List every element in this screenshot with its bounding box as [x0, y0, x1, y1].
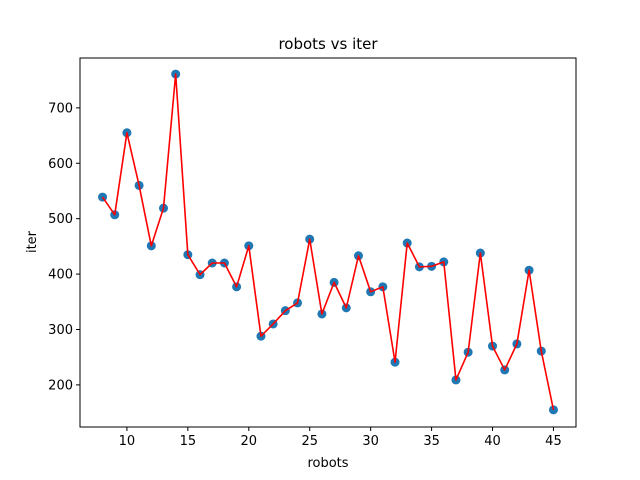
plot-area: [98, 69, 558, 415]
y-tick-label: 300: [48, 323, 73, 338]
x-tick-label: 20: [241, 434, 258, 449]
y-tick-label: 200: [48, 378, 73, 393]
x-tick-label: 15: [180, 434, 197, 449]
y-axis-label: iter: [25, 230, 40, 253]
chart-title: robots vs iter: [278, 35, 378, 53]
x-tick-label: 10: [119, 434, 136, 449]
data-point: [98, 192, 108, 202]
y-axis: 200 300 400 500 600 700: [48, 101, 80, 393]
x-tick-label: 40: [484, 434, 501, 449]
x-tick-label: 45: [545, 434, 562, 449]
x-tick-label: 35: [423, 434, 440, 449]
axes-frame: [79, 57, 577, 428]
y-tick-label: 600: [48, 157, 73, 172]
x-tick-label: 30: [362, 434, 379, 449]
series-line: [101, 73, 555, 410]
data-point: [548, 405, 558, 415]
y-tick-label: 700: [48, 101, 73, 116]
y-tick-label: 400: [48, 268, 73, 283]
x-tick-label: 25: [301, 434, 318, 449]
y-tick-label: 500: [48, 212, 73, 227]
x-axis-label: robots: [307, 456, 348, 471]
x-axis: 10 15 20 25 30 35 40 45: [119, 427, 562, 449]
